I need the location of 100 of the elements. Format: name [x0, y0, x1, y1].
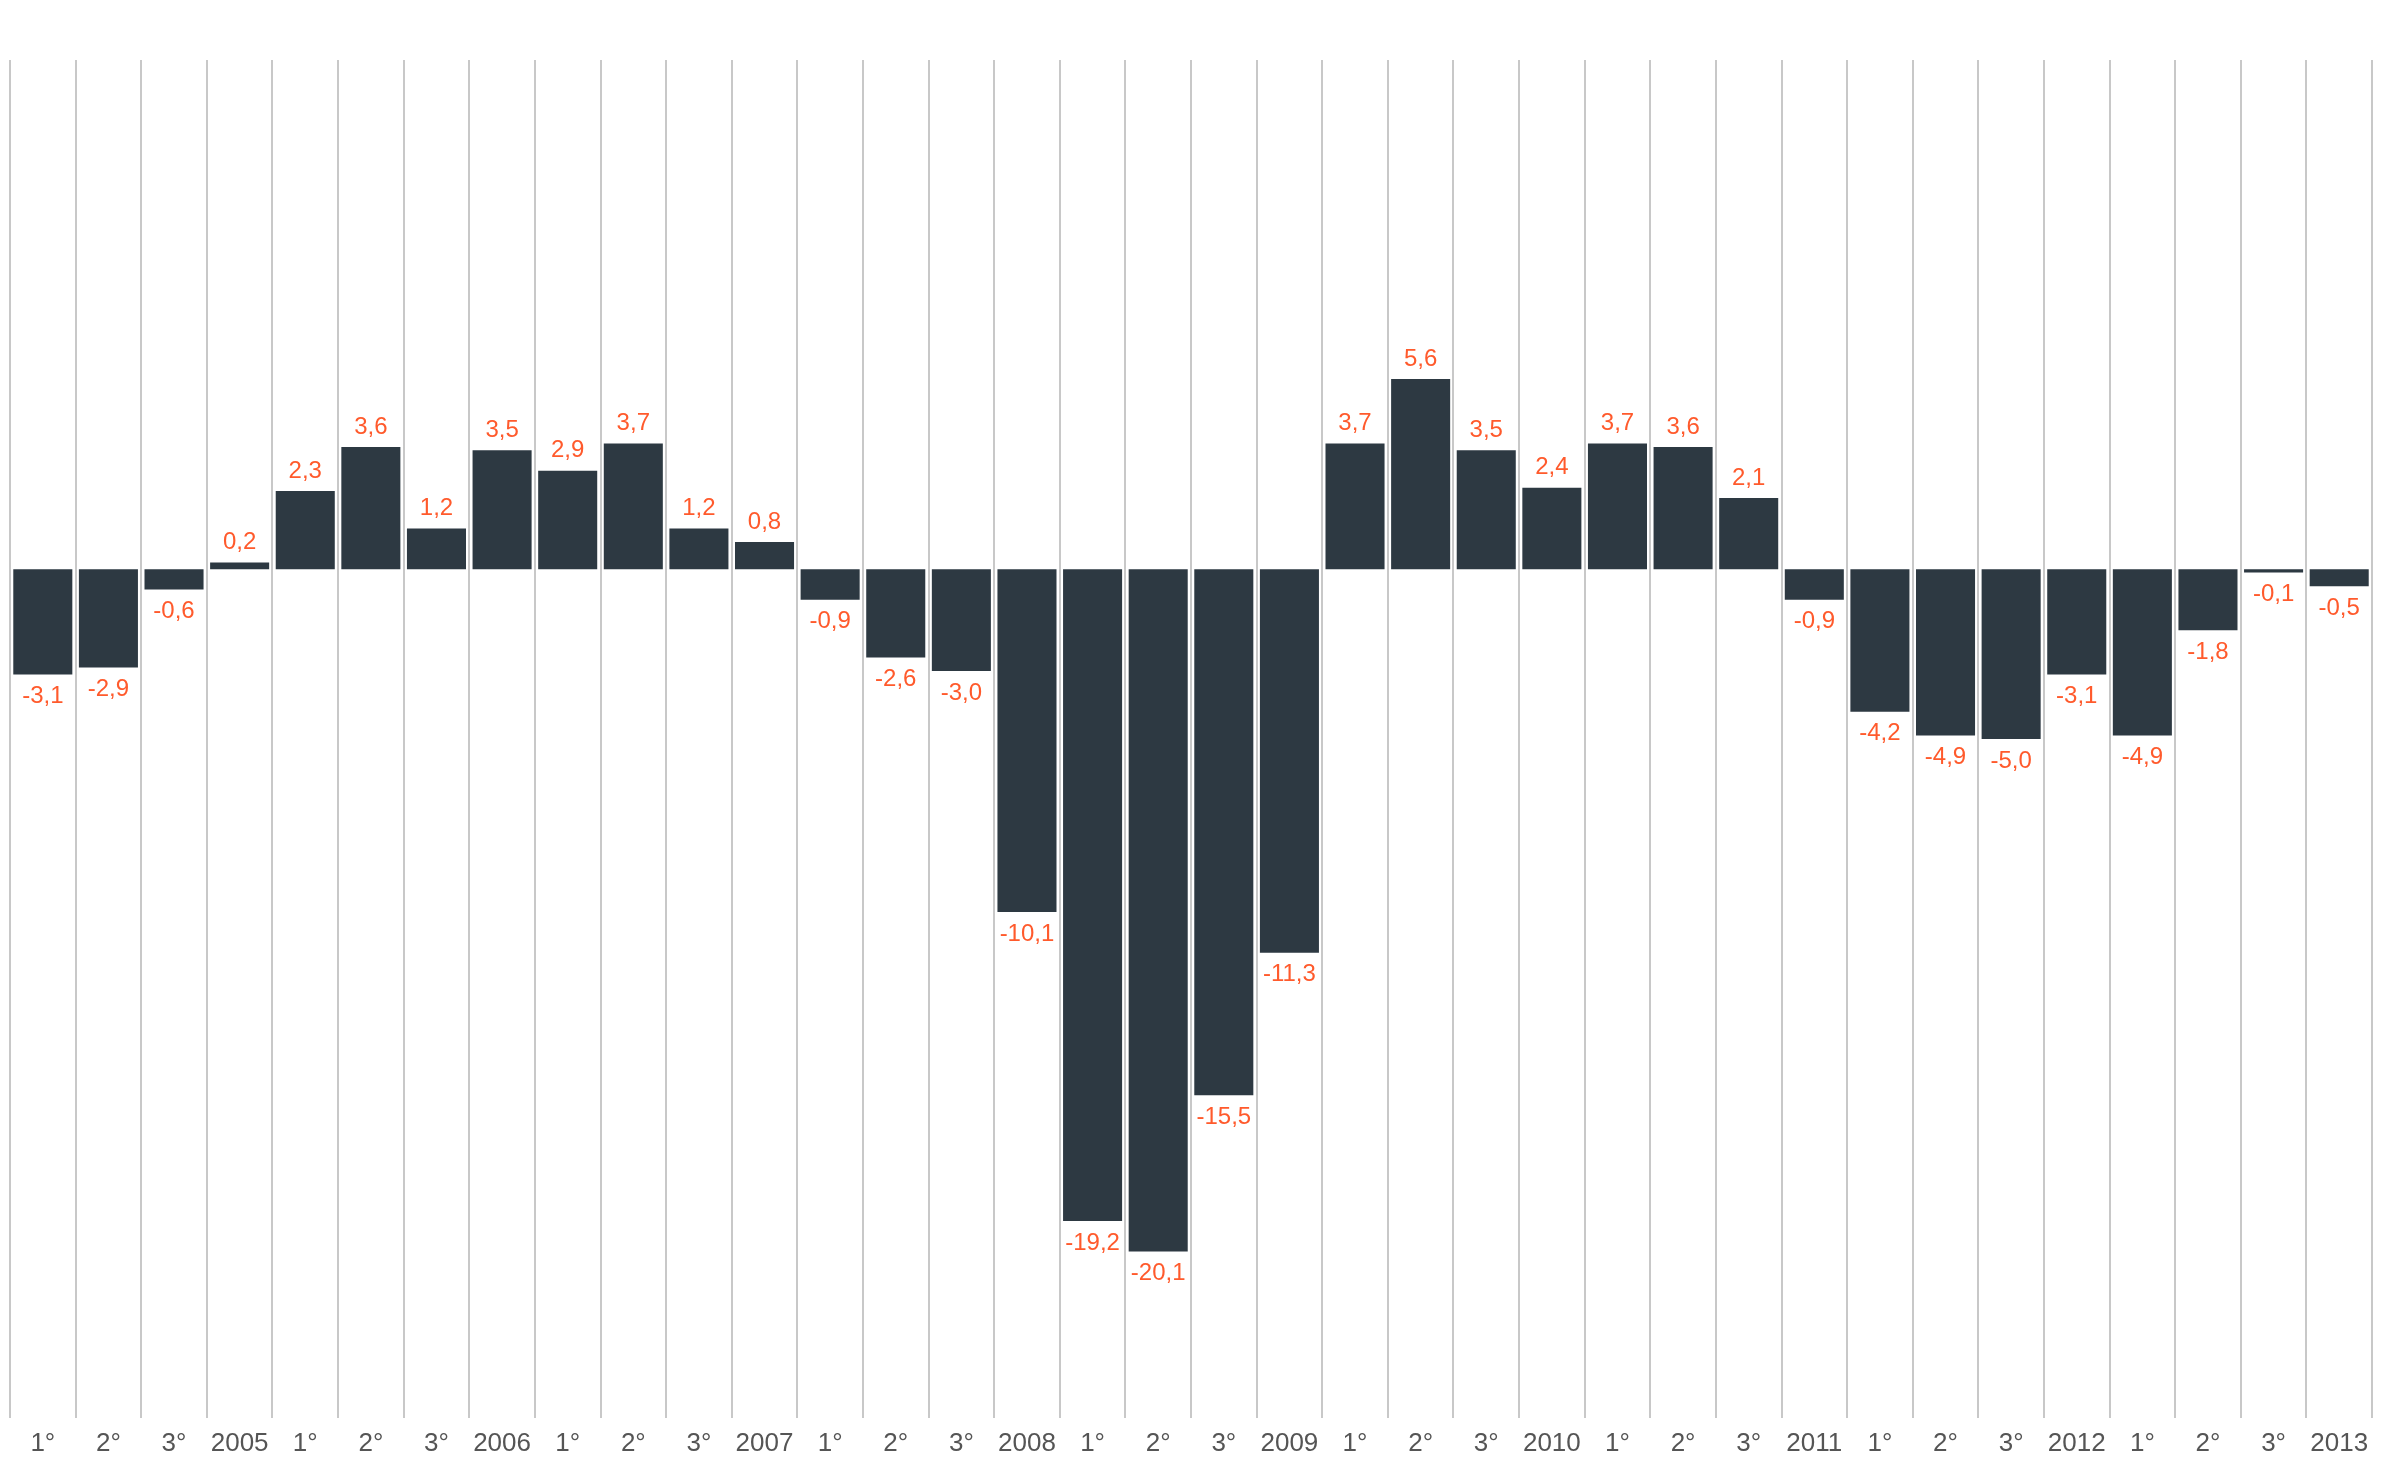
bar	[1391, 379, 1451, 570]
x-tick-label: 1°	[2129, 1426, 2155, 1457]
x-tick-label: 2010	[1522, 1426, 1581, 1457]
x-tick-label: 3°	[1736, 1426, 1762, 1457]
bar	[1325, 443, 1385, 570]
bar	[406, 528, 466, 570]
x-tick-label: 1°	[1605, 1426, 1630, 1457]
data-label: -4,9	[2121, 742, 2164, 770]
bar	[13, 569, 73, 675]
bar	[1850, 569, 1910, 712]
data-label: 5,6	[1403, 343, 1438, 371]
bar	[669, 528, 729, 570]
bar	[2244, 569, 2304, 573]
data-label: 3,5	[485, 414, 519, 442]
x-tick-label: 2°	[1933, 1426, 1958, 1457]
bar	[78, 569, 138, 668]
bar	[1522, 487, 1582, 570]
data-label: -0,6	[153, 596, 195, 624]
x-tick-label: 2°	[95, 1426, 121, 1457]
x-tick-label: 2°	[2195, 1426, 2221, 1457]
bar	[1653, 446, 1713, 570]
bar	[2047, 569, 2107, 675]
data-label: 3,5	[1469, 414, 1503, 442]
bar	[735, 542, 795, 570]
bar	[800, 569, 860, 600]
data-label: 1,2	[682, 493, 716, 521]
bar	[2178, 569, 2238, 631]
bar	[1128, 569, 1188, 1252]
data-label: -11,3	[1262, 959, 1316, 987]
x-tick-label: 2°	[358, 1426, 384, 1457]
bar	[275, 491, 335, 570]
x-tick-label: 3°	[161, 1426, 187, 1457]
data-label: -15,5	[1196, 1101, 1252, 1129]
x-tick-label: 3°	[424, 1426, 449, 1457]
x-tick-label: 2°	[1408, 1426, 1434, 1457]
x-tick-label: 1°	[555, 1426, 581, 1457]
data-label: 0,8	[747, 506, 782, 534]
data-label: -3,0	[940, 677, 983, 705]
bar	[1719, 497, 1779, 570]
x-tick-label: 1°	[1342, 1426, 1368, 1457]
data-label: -19,2	[1065, 1227, 1120, 1255]
x-tick-label: 2007	[735, 1426, 794, 1457]
bar	[1916, 569, 1976, 736]
data-label: -3,1	[2056, 681, 2098, 709]
data-label: 2,3	[288, 455, 322, 483]
data-label: -3,1	[22, 681, 64, 709]
x-tick-label: 3°	[1211, 1426, 1237, 1457]
x-tick-label: 2009	[1260, 1426, 1319, 1457]
bar	[1784, 569, 1844, 600]
data-label: 2,4	[1535, 452, 1569, 480]
bar	[210, 562, 270, 570]
bar	[144, 569, 204, 590]
data-label: 3,7	[616, 408, 650, 436]
x-tick-label: 3°	[1998, 1426, 2024, 1457]
x-tick-label: 1°	[292, 1426, 318, 1457]
x-tick-label: 3°	[948, 1426, 974, 1457]
bar	[1259, 569, 1319, 953]
bar	[1587, 443, 1647, 570]
x-tick-label: 1°	[30, 1426, 56, 1457]
bar	[866, 569, 926, 658]
data-label: -0,9	[809, 606, 851, 634]
data-label: -0,5	[2318, 592, 2360, 620]
data-label: 2,1	[1732, 462, 1766, 490]
bar	[2309, 569, 2369, 587]
x-tick-label: 2°	[1145, 1426, 1171, 1457]
x-tick-label: 1°	[1867, 1426, 1893, 1457]
x-tick-label: 2011	[1786, 1426, 1843, 1457]
bar	[341, 446, 401, 570]
x-tick-label: 1°	[817, 1426, 843, 1457]
data-label: -10,1	[999, 918, 1055, 946]
data-label: 1,2	[419, 493, 454, 521]
bar	[931, 569, 991, 672]
data-label: 3,7	[1600, 408, 1635, 436]
x-tick-label: 3°	[1473, 1426, 1499, 1457]
data-label: -1,8	[2187, 636, 2229, 664]
x-tick-label: 2012	[2047, 1426, 2106, 1457]
x-tick-label: 3°	[2261, 1426, 2287, 1457]
data-label: -2,6	[875, 664, 917, 692]
bar	[1456, 450, 1516, 570]
x-tick-label: 2008	[998, 1426, 1056, 1457]
bar	[1194, 569, 1254, 1096]
x-tick-label: 2°	[1670, 1426, 1696, 1457]
data-label: -4,2	[1859, 718, 1901, 746]
data-label: 3,6	[1666, 411, 1700, 439]
x-tick-label: 1°	[1080, 1426, 1106, 1457]
data-label: -2,9	[87, 674, 130, 702]
bar	[2112, 569, 2172, 736]
x-tick-label: 3°	[686, 1426, 712, 1457]
x-tick-label: 2013	[2310, 1426, 2369, 1457]
bar	[603, 443, 663, 570]
data-label: 2,9	[551, 435, 585, 463]
bar	[1981, 569, 2041, 739]
bar	[997, 569, 1057, 913]
data-label: -20,1	[1130, 1258, 1186, 1286]
x-tick-label: 2°	[883, 1426, 909, 1457]
x-tick-label: 2°	[620, 1426, 646, 1457]
data-label: 0,2	[222, 527, 257, 555]
data-label: -0,1	[2252, 579, 2295, 607]
data-label: 3,6	[354, 411, 388, 439]
x-tick-label: 2006	[473, 1426, 532, 1457]
